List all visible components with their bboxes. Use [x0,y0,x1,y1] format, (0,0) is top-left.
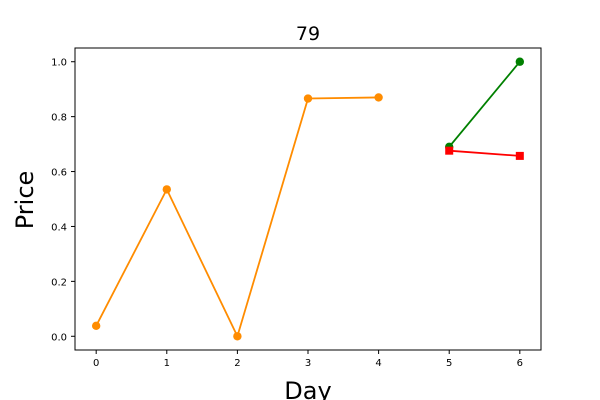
data-point [515,57,525,66]
y-tick-label: 0.8 [51,113,67,124]
series-line [95,96,379,338]
data-point [445,146,454,155]
data-point [91,321,101,331]
series-2 [445,57,525,152]
data-point [233,332,242,341]
x-tick-label: 5 [446,358,452,369]
data-point [374,93,383,102]
series-3 [445,146,524,160]
data-point [303,94,313,103]
y-tick-label: 0.2 [51,277,67,288]
data-point [162,185,171,194]
y-axis-ticks: 0.0 0.2 0.4 0.6 0.8 1.0 [51,58,75,343]
x-tick-label: 4 [375,358,381,369]
y-tick-label: 0.4 [51,222,67,233]
x-tick-label: 0 [93,358,99,369]
chart-title: 79 [296,23,320,45]
y-axis-label: Price [11,171,39,230]
series-line [448,61,521,148]
plot-frame [74,47,542,351]
x-axis-label: Day [284,377,331,400]
series-1 [91,93,383,341]
plot-area [74,47,542,351]
y-tick-label: 1.0 [51,58,67,69]
series-line [449,149,520,157]
x-axis-ticks: 0 1 2 3 4 5 6 [93,350,523,369]
x-tick-label: 1 [164,358,170,369]
y-tick-label: 0.6 [51,168,67,179]
x-tick-label: 3 [305,358,311,369]
x-tick-label: 2 [234,358,240,369]
series-layer [91,57,525,341]
y-tick-label: 0.0 [51,332,67,343]
data-point [515,151,524,160]
x-tick-label: 6 [517,358,523,369]
